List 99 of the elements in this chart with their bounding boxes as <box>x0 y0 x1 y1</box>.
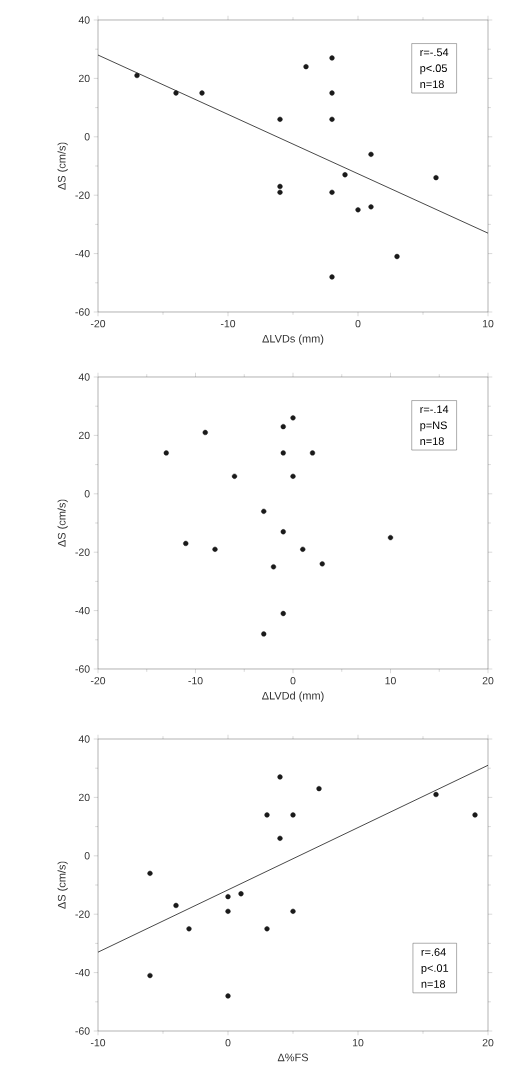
x-tick-label: 20 <box>482 676 494 685</box>
y-tick-label: -20 <box>75 548 90 556</box>
y-tick-label: 40 <box>78 735 90 743</box>
point <box>277 183 283 190</box>
point <box>173 90 179 96</box>
point <box>264 812 270 818</box>
point <box>280 529 286 535</box>
x-axis-title: Δ%FS <box>277 1053 309 1062</box>
point <box>368 204 374 210</box>
point <box>280 424 286 430</box>
point <box>280 450 286 456</box>
point <box>329 189 335 195</box>
x-tick-label: 0 <box>290 676 296 685</box>
annotation: r=-.54 <box>420 48 449 57</box>
point <box>277 835 283 841</box>
point <box>183 540 189 547</box>
point <box>202 429 208 436</box>
y-tick-label: 40 <box>78 16 90 24</box>
point <box>309 450 316 456</box>
point <box>433 175 439 181</box>
point <box>329 90 335 96</box>
point <box>368 151 374 157</box>
y-tick-label: 0 <box>84 133 90 141</box>
point <box>472 812 478 818</box>
point <box>264 926 270 932</box>
x-tick-label: 0 <box>355 319 361 328</box>
y-tick-label: 0 <box>84 852 90 860</box>
point <box>261 508 267 514</box>
point <box>238 891 244 897</box>
annotation: p<.05 <box>420 64 447 75</box>
y-tick-label: -60 <box>75 1027 90 1035</box>
y-tick-label: -40 <box>75 968 90 977</box>
annotation: n=18 <box>420 437 444 446</box>
point <box>319 561 325 567</box>
x-tick-label: -20 <box>90 676 106 685</box>
point <box>231 473 238 479</box>
y-tick-label: 40 <box>78 373 90 381</box>
point <box>290 908 296 914</box>
point <box>277 116 283 122</box>
y-tick-label: -40 <box>75 249 90 258</box>
y-axis-title: ΔS (cm/s) <box>57 499 68 547</box>
point <box>316 786 322 792</box>
point <box>329 274 335 280</box>
point <box>261 631 267 637</box>
point <box>387 535 394 541</box>
x-axis-title: ΔLVDd (mm) <box>262 691 324 702</box>
point <box>329 55 335 61</box>
x-tick-label: 10 <box>352 1038 364 1047</box>
x-tick-label: -10 <box>220 319 236 328</box>
y-axis-title: ΔS (cm/s) <box>57 142 68 190</box>
point <box>147 870 153 876</box>
point <box>300 546 306 552</box>
x-tick-label: -10 <box>90 1038 106 1047</box>
point <box>186 926 192 932</box>
point <box>355 207 361 213</box>
point <box>134 72 140 79</box>
point <box>225 993 231 999</box>
point <box>329 116 335 122</box>
y-tick-label: -60 <box>75 665 90 673</box>
annotation: r=.64 <box>421 948 446 956</box>
point <box>342 172 348 178</box>
annotation: p<.01 <box>421 964 449 975</box>
x-tick-label: 20 <box>482 1038 494 1047</box>
point <box>225 894 231 900</box>
point <box>290 415 296 421</box>
point <box>433 791 439 798</box>
x-tick-label: 10 <box>385 676 396 685</box>
x-tick-label: -20 <box>90 319 106 328</box>
point <box>277 189 283 195</box>
x-tick-label: 10 <box>482 319 494 328</box>
y-tick-label: 20 <box>78 793 90 802</box>
y-tick-label: -20 <box>75 910 90 918</box>
point <box>163 450 169 456</box>
point <box>270 564 277 570</box>
point <box>199 90 205 96</box>
x-tick-label: -10 <box>188 676 203 685</box>
y-tick-label: -20 <box>75 191 90 199</box>
annotation: n=18 <box>420 80 444 89</box>
point <box>147 972 153 979</box>
y-axis-title: ΔS (cm/s) <box>57 861 68 909</box>
y-tick-label: -60 <box>75 308 90 316</box>
y-tick-label: 0 <box>84 490 90 498</box>
annotation: p=NS <box>420 421 447 432</box>
y-tick-label: -40 <box>75 606 90 615</box>
y-tick-label: 20 <box>78 74 90 83</box>
x-axis-title: ΔLVDs (mm) <box>262 334 324 345</box>
point <box>280 610 286 617</box>
point <box>394 253 400 260</box>
point <box>303 64 309 70</box>
annotation: n=18 <box>421 980 446 988</box>
x-tick-label: 0 <box>225 1038 231 1047</box>
point <box>290 473 296 479</box>
point <box>212 546 218 552</box>
annotation: r=-.14 <box>420 405 449 414</box>
point <box>173 902 179 909</box>
y-tick-label: 20 <box>78 431 90 440</box>
point <box>277 774 283 780</box>
point <box>290 812 296 818</box>
point <box>225 908 231 914</box>
